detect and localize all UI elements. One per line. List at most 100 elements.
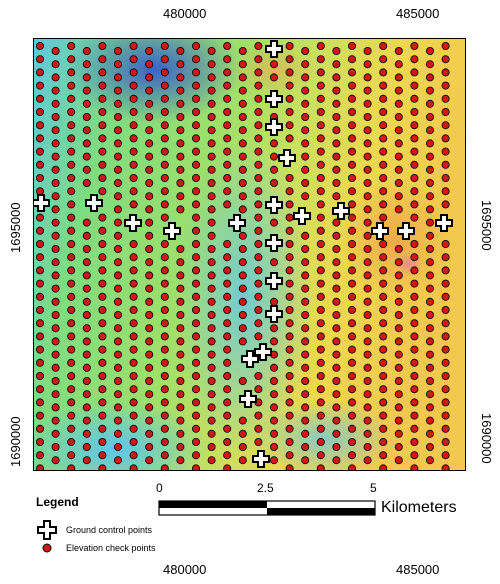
elevation-check-point bbox=[98, 81, 107, 90]
elevation-check-point bbox=[51, 165, 60, 174]
elevation-check-point bbox=[67, 279, 76, 288]
legend-item-check: Elevation check points bbox=[36, 541, 156, 555]
elevation-check-point bbox=[285, 42, 294, 50]
elevation-check-point bbox=[191, 371, 200, 380]
elevation-check-point bbox=[394, 271, 403, 280]
elevation-check-point bbox=[82, 284, 91, 293]
elevation-check-point bbox=[238, 297, 247, 306]
elevation-check-point bbox=[98, 266, 107, 275]
y-tick-left-1695000: 1695000 bbox=[8, 202, 23, 253]
elevation-check-point bbox=[176, 310, 185, 319]
elevation-check-point bbox=[129, 134, 138, 143]
elevation-check-point bbox=[254, 42, 263, 50]
elevation-check-point bbox=[238, 324, 247, 333]
elevation-check-point bbox=[410, 239, 419, 248]
elevation-check-point bbox=[160, 160, 169, 169]
elevation-check-point bbox=[207, 271, 216, 280]
elevation-check-point bbox=[160, 147, 169, 156]
ground-control-point bbox=[265, 196, 283, 214]
elevation-check-point bbox=[223, 134, 232, 143]
elevation-check-point bbox=[223, 358, 232, 367]
elevation-check-point bbox=[160, 345, 169, 354]
elevation-check-point bbox=[379, 266, 388, 275]
elevation-check-point bbox=[332, 126, 341, 135]
elevation-check-point bbox=[332, 258, 341, 267]
elevation-check-point bbox=[67, 371, 76, 380]
elevation-check-point bbox=[207, 297, 216, 306]
elevation-check-point bbox=[394, 244, 403, 253]
ground-control-point bbox=[85, 194, 103, 212]
elevation-check-point bbox=[301, 165, 310, 174]
elevation-check-point bbox=[379, 42, 388, 50]
elevation-check-point bbox=[254, 81, 263, 90]
elevation-check-point bbox=[67, 305, 76, 314]
elevation-check-point bbox=[160, 371, 169, 380]
elevation-check-point bbox=[394, 363, 403, 372]
elevation-check-point bbox=[332, 46, 341, 55]
elevation-check-point bbox=[191, 411, 200, 420]
elevation-check-point bbox=[394, 442, 403, 451]
elevation-check-point bbox=[363, 310, 372, 319]
map-frame bbox=[33, 38, 466, 471]
elevation-check-point bbox=[160, 173, 169, 182]
elevation-check-point bbox=[238, 416, 247, 425]
elevation-check-point bbox=[410, 292, 419, 301]
elevation-check-point bbox=[363, 416, 372, 425]
elevation-check-point bbox=[82, 152, 91, 161]
elevation-check-point bbox=[223, 411, 232, 420]
elevation-check-point bbox=[67, 451, 76, 460]
elevation-check-point bbox=[363, 113, 372, 122]
elevation-check-point bbox=[98, 94, 107, 103]
elevation-check-point bbox=[145, 192, 154, 201]
elevation-check-point bbox=[160, 385, 169, 394]
elevation-check-point bbox=[301, 337, 310, 346]
elevation-check-point bbox=[223, 42, 232, 50]
legend-title: Legend bbox=[36, 495, 79, 509]
y-tick-right-1690000: 1690000 bbox=[479, 413, 494, 464]
elevation-check-point bbox=[36, 305, 44, 314]
elevation-check-point bbox=[254, 279, 263, 288]
x-tick-bottom-480000: 480000 bbox=[163, 562, 207, 577]
elevation-check-point bbox=[410, 213, 419, 222]
elevation-check-point bbox=[191, 42, 200, 50]
elevation-check-point bbox=[441, 385, 450, 394]
elevation-check-point bbox=[191, 332, 200, 341]
elevation-check-point bbox=[394, 60, 403, 69]
elevation-check-point bbox=[98, 239, 107, 248]
elevation-check-point bbox=[254, 108, 263, 117]
elevation-check-point bbox=[394, 297, 403, 306]
elevation-check-point bbox=[36, 94, 44, 103]
elevation-check-point bbox=[223, 239, 232, 248]
elevation-check-point bbox=[51, 46, 60, 55]
elevation-check-point bbox=[114, 350, 123, 359]
elevation-check-point bbox=[254, 160, 263, 169]
elevation-check-point bbox=[379, 239, 388, 248]
elevation-check-point bbox=[379, 55, 388, 64]
elevation-check-point bbox=[394, 324, 403, 333]
elevation-check-point bbox=[223, 371, 232, 380]
elevation-check-point bbox=[176, 363, 185, 372]
elevation-check-point bbox=[36, 121, 44, 130]
elevation-check-point bbox=[363, 429, 372, 438]
elevation-check-point bbox=[67, 253, 76, 262]
elevation-check-point bbox=[254, 424, 263, 433]
elevation-check-point bbox=[207, 113, 216, 122]
elevation-check-point bbox=[394, 86, 403, 95]
elevation-check-point bbox=[114, 46, 123, 55]
legend-label-gcp: Ground control points bbox=[66, 525, 153, 535]
elevation-check-point bbox=[82, 86, 91, 95]
elevation-check-point bbox=[285, 398, 294, 407]
elevation-check-point bbox=[176, 258, 185, 267]
elevation-check-point bbox=[269, 258, 278, 267]
elevation-check-point bbox=[410, 200, 419, 209]
elevation-check-point bbox=[176, 390, 185, 399]
elevation-check-point bbox=[207, 429, 216, 438]
elevation-check-point bbox=[379, 398, 388, 407]
elevation-check-point bbox=[269, 152, 278, 161]
x-tick-top-485000: 485000 bbox=[396, 6, 440, 21]
elevation-check-point bbox=[67, 332, 76, 341]
elevation-check-point bbox=[51, 403, 60, 412]
elevation-check-point bbox=[98, 213, 107, 222]
elevation-check-point bbox=[363, 337, 372, 346]
elevation-check-point bbox=[67, 319, 76, 328]
